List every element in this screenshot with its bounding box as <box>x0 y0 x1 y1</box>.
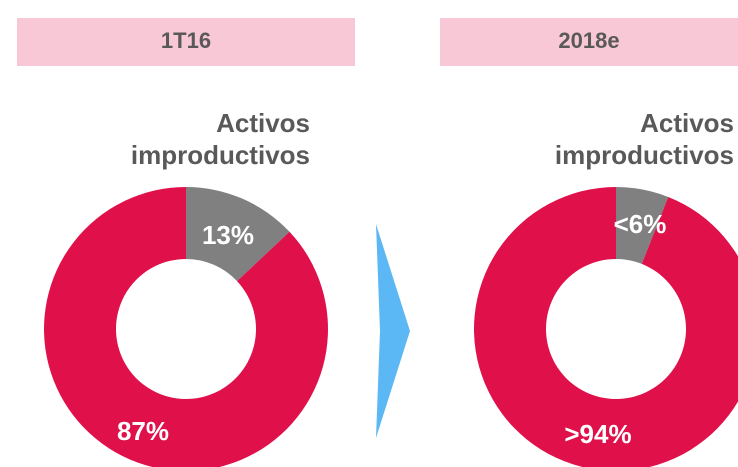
data-label: >94% <box>564 419 631 449</box>
annotation: improductivos <box>555 140 734 170</box>
data-label: 87% <box>117 416 169 446</box>
annotation: improductivos <box>131 140 310 170</box>
donut-slice <box>616 187 669 264</box>
annotation: Activos <box>216 108 310 138</box>
header-band <box>440 18 738 66</box>
annotation: Activos <box>640 108 734 138</box>
data-label: 13% <box>202 220 254 250</box>
donut-slice <box>44 187 328 467</box>
chart-title: 2018e <box>558 28 619 53</box>
chart-title: 1T16 <box>161 28 211 53</box>
donut-slice <box>474 187 738 467</box>
header-band <box>17 18 355 66</box>
arrow <box>376 224 410 438</box>
data-label: <6% <box>614 209 667 239</box>
donut-slice <box>186 187 290 282</box>
